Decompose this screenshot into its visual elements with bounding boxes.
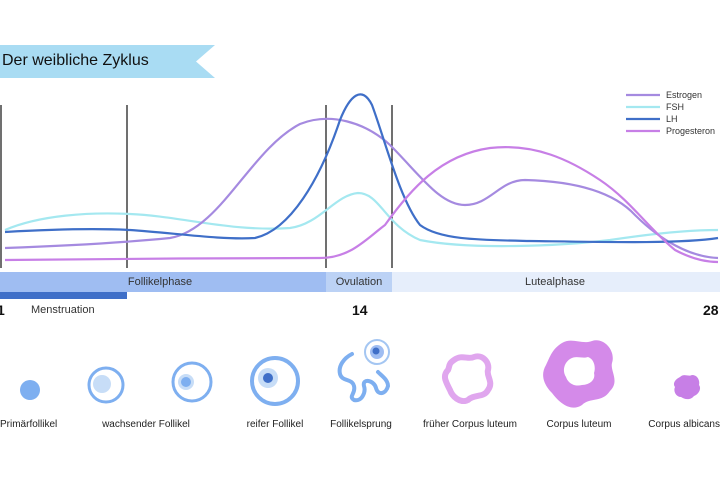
ovulation-phase-label: Ovulation bbox=[335, 276, 383, 288]
mature-follicle-icon bbox=[171, 361, 213, 403]
ovulation-icon bbox=[337, 339, 391, 403]
legend-label-estrogen: Estrogen bbox=[666, 90, 702, 100]
progesterone-curve bbox=[4, 146, 719, 264]
early-corpus-luteum-icon bbox=[441, 353, 494, 404]
day-1-label: 1 bbox=[0, 302, 5, 318]
stage-label-corpus-luteum: Corpus luteum bbox=[546, 419, 612, 430]
stage-label-primary-follicle: Primärfollikel bbox=[0, 419, 58, 430]
primary-follicle-icon bbox=[20, 380, 40, 400]
legend-label-lh: LH bbox=[666, 114, 678, 124]
stage-label-early-corpus-luteum: früher Corpus luteum bbox=[423, 419, 517, 430]
legend-label-progesteron: Progesteron bbox=[666, 126, 715, 136]
legend-label-fsh: FSH bbox=[666, 102, 684, 112]
ovulation-phase-bar bbox=[326, 272, 392, 292]
page-title: Der weibliche Zyklus bbox=[2, 52, 149, 69]
corpus-albicans-icon bbox=[673, 375, 701, 400]
growing-follicle-icon bbox=[87, 366, 125, 404]
lh-curve bbox=[4, 93, 719, 244]
ripe-follicle-icon bbox=[250, 356, 300, 406]
menstruation-bar bbox=[0, 292, 127, 299]
follicular-phase-bar bbox=[0, 272, 326, 292]
corpus-luteum-icon bbox=[543, 340, 615, 408]
stage-label-corpus-albicans: Corpus albicans bbox=[648, 419, 720, 430]
stage-label-growing-follicle: wachsender Follikel bbox=[102, 419, 190, 430]
hormone-chart: Estrogen FSH LH Progesteron bbox=[0, 90, 720, 299]
estrogen-curve bbox=[4, 117, 719, 260]
luteal-phase-bar bbox=[392, 272, 720, 292]
day-14-label: 14 bbox=[352, 302, 368, 318]
fsh-curve bbox=[4, 191, 719, 248]
luteal-phase-label: Lutealphase bbox=[525, 276, 585, 288]
menstruation-label: Menstruation bbox=[31, 304, 95, 316]
stage-label-ovulation: Follikelsprung bbox=[330, 419, 392, 430]
legend: Estrogen FSH LH Progesteron bbox=[626, 90, 715, 136]
day-28-label: 28 bbox=[703, 302, 719, 318]
title-banner bbox=[0, 45, 215, 78]
stage-label-mature-follicle: reifer Follikel bbox=[246, 419, 304, 430]
follicular-phase-label: Follikelphase bbox=[127, 276, 193, 288]
